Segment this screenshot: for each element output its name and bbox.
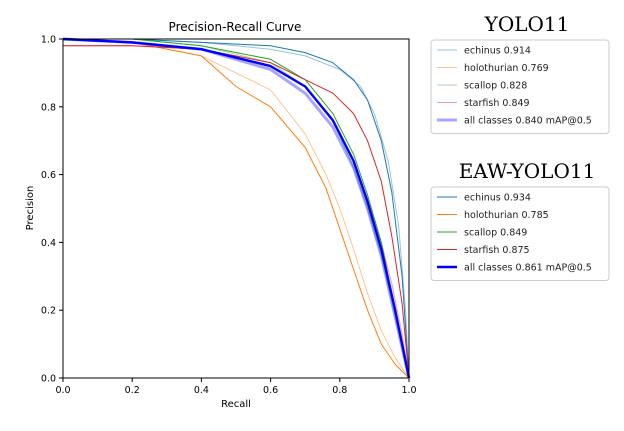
y-tick-label: 1.0: [41, 35, 56, 46]
yolo11-series-all-classes: [62, 37, 411, 379]
x-axis-label: Recall: [221, 399, 251, 410]
x-tick-label: 1.0: [401, 385, 416, 396]
eaw-yolo11-legend-entry: echinus 0.934: [464, 193, 531, 204]
y-tick-label: 0.2: [41, 306, 56, 317]
eaw-yolo11-series-all-classes: [62, 37, 411, 379]
y-tick-label: 0.0: [41, 374, 56, 385]
eaw-yolo11-series-echinus: [63, 38, 410, 379]
eaw-yolo11-legend-box: [430, 186, 610, 281]
plot-area: [62, 37, 411, 379]
eaw-yolo11-legend-title: EAW-YOLO11: [459, 159, 596, 183]
eaw-yolo11-legend-entry: starfish 0.875: [464, 245, 530, 256]
chart-title: Precision-Recall Curve: [169, 20, 302, 34]
yolo11-series-scallop: [63, 38, 410, 379]
y-axis-label: Precision: [25, 186, 36, 231]
plot-frame: [62, 38, 410, 379]
yolo11-legend-entry: holothurian 0.769: [464, 63, 549, 74]
eaw-yolo11-series-scallop: [63, 38, 410, 379]
axis-ticks: 0.0 0.2 0.4 0.6 0.8 1.0 0.0 0.2 0.4 0.6 0.8 1.0: [41, 35, 417, 397]
x-tick-label: 0.2: [125, 385, 140, 396]
y-tick-label: 0.6: [41, 170, 56, 181]
x-tick-label: 0.0: [55, 385, 70, 396]
eaw-yolo11-legend-entry: holothurian 0.785: [464, 210, 549, 221]
yolo11-legend-entry: starfish 0.849: [464, 98, 530, 109]
yolo11-legend-entry: all classes 0.840 mAP@0.5: [464, 116, 592, 127]
eaw-yolo11-legend-entry: all classes 0.861 mAP@0.5: [464, 263, 592, 274]
legends: YOLO11 echinus 0.914 holothurian 0.769 scal…: [430, 12, 610, 281]
y-tick-label: 0.8: [41, 102, 56, 113]
yolo11-series-holothurian: [62, 38, 410, 379]
yolo11-series-echinus: [63, 38, 410, 379]
yolo11-legend-title: YOLO11: [484, 12, 570, 36]
x-tick-label: 0.4: [194, 385, 209, 396]
x-tick-label: 0.6: [263, 385, 278, 396]
y-tick-label: 0.4: [41, 238, 56, 249]
yolo11-legend-entry: echinus 0.914: [464, 46, 531, 57]
eaw-yolo11-legend-entry: scallop 0.849: [464, 228, 527, 239]
yolo11-legend-box: [430, 39, 610, 134]
eaw-yolo11-series-holothurian: [62, 38, 410, 379]
yolo11-legend-entry: scallop 0.828: [464, 81, 527, 92]
yolo11-series-starfish: [63, 45, 410, 379]
x-tick-label: 0.8: [332, 385, 347, 396]
eaw-yolo11-series-starfish: [63, 45, 410, 379]
